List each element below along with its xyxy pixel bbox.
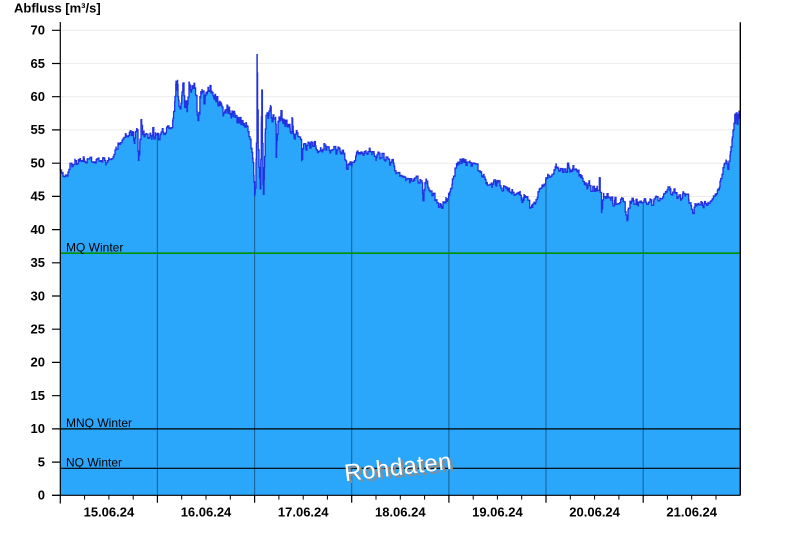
svg-text:18.06.24: 18.06.24 xyxy=(375,505,426,520)
svg-text:16.06.24: 16.06.24 xyxy=(181,505,232,520)
svg-text:NQ Winter: NQ Winter xyxy=(66,456,122,470)
svg-text:60: 60 xyxy=(31,89,45,104)
svg-text:21.06.24: 21.06.24 xyxy=(666,505,717,520)
svg-text:19.06.24: 19.06.24 xyxy=(472,505,523,520)
svg-text:20.06.24: 20.06.24 xyxy=(569,505,620,520)
svg-text:15.06.24: 15.06.24 xyxy=(84,505,135,520)
svg-text:65: 65 xyxy=(31,56,45,71)
svg-text:30: 30 xyxy=(31,288,45,303)
svg-text:45: 45 xyxy=(31,189,45,204)
svg-text:Abfluss [m³/s]: Abfluss [m³/s] xyxy=(14,1,101,16)
svg-text:15: 15 xyxy=(31,388,45,403)
svg-text:40: 40 xyxy=(31,222,45,237)
svg-text:MQ Winter: MQ Winter xyxy=(66,241,123,255)
svg-text:5: 5 xyxy=(38,454,45,469)
svg-text:25: 25 xyxy=(31,322,45,337)
svg-text:35: 35 xyxy=(31,255,45,270)
svg-text:70: 70 xyxy=(31,23,45,38)
svg-text:17.06.24: 17.06.24 xyxy=(278,505,329,520)
svg-text:50: 50 xyxy=(31,156,45,171)
svg-text:0: 0 xyxy=(38,488,45,503)
svg-text:MNQ Winter: MNQ Winter xyxy=(66,416,132,430)
svg-text:10: 10 xyxy=(31,421,45,436)
svg-text:55: 55 xyxy=(31,122,45,137)
svg-text:20: 20 xyxy=(31,355,45,370)
